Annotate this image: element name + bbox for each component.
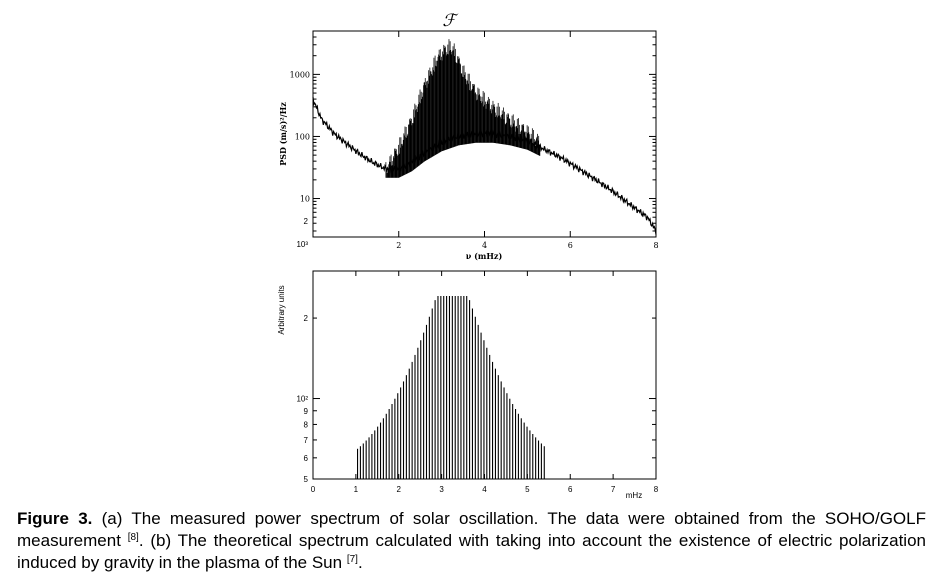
panel-b-ylabel: Arbitrary units bbox=[277, 285, 286, 334]
panel-a-background-line bbox=[312, 96, 657, 235]
panel-b-axes: 0 1 2 3 4 5 6 7 8 5 6 7 8 9 10² 2 10³ 2 bbox=[296, 217, 658, 494]
panel-a-y-tick-label: 1000 bbox=[290, 70, 310, 79]
panel-b-x-tick-label: 4 bbox=[482, 485, 487, 494]
panel-a-x-tick-label: 8 bbox=[653, 241, 658, 250]
panel-b-xlabel: mHz bbox=[626, 491, 642, 500]
panel-b-y-tick-label: 6 bbox=[304, 454, 309, 463]
panel-a-title: ℱ bbox=[442, 11, 459, 31]
panel-b-x-tick-label: 1 bbox=[354, 485, 359, 494]
panel-b-lines bbox=[356, 296, 545, 479]
caption-text-1: (a) The measured power spectrum of solar… bbox=[17, 509, 926, 550]
panel-b-y-tick-label: 2 bbox=[304, 314, 309, 323]
panel-a: ℱ PSD (m/s)²/Hz ν (mHz) 2 4 6 8 10 100 1000 bbox=[278, 11, 659, 261]
caption-label: Figure 3. bbox=[17, 509, 93, 528]
figure-caption: Figure 3. (a) The measured power spectru… bbox=[17, 508, 926, 574]
panel-b-y-tick-label: 5 bbox=[304, 475, 309, 484]
panel-b-y-tick-label: 10³ bbox=[296, 240, 308, 249]
panel-b-x-tick-label: 8 bbox=[654, 485, 659, 494]
caption-text-3: . bbox=[357, 553, 363, 572]
panel-b-x-tick-label: 6 bbox=[568, 485, 573, 494]
panel-b-frame bbox=[312, 270, 657, 480]
panel-b-x-tick-label: 0 bbox=[311, 485, 316, 494]
panel-a-peaks bbox=[385, 39, 541, 178]
panel-b-y-tick-label: 10² bbox=[296, 395, 308, 404]
caption-ref-1: [8] bbox=[127, 532, 139, 543]
panel-a-x-tick-label: 4 bbox=[482, 241, 487, 250]
panel-b-y-tick-label: 8 bbox=[304, 420, 309, 429]
panel-a-xlabel: ν (mHz) bbox=[466, 251, 503, 261]
panel-a-x-tick-label: 6 bbox=[568, 241, 573, 250]
panel-b-x-tick-label: 3 bbox=[439, 485, 444, 494]
panel-b-y-tick-label: 2 bbox=[304, 217, 309, 226]
panel-a-ylabel: PSD (m/s)²/Hz bbox=[278, 102, 288, 166]
panel-b-y-tick-label: 9 bbox=[304, 407, 309, 416]
caption-ref-2: [7] bbox=[346, 554, 358, 565]
panel-a-axes: 2 4 6 8 10 100 1000 bbox=[290, 30, 659, 250]
panel-a-y-tick-label: 10 bbox=[300, 195, 310, 204]
panel-a-x-tick-label: 2 bbox=[396, 241, 401, 250]
panel-b-x-tick-label: 5 bbox=[525, 485, 530, 494]
panel-b: Arbitrary units mHz 0 1 2 3 4 5 6 7 8 5 6 7 8 9 10² 2 10… bbox=[277, 217, 659, 500]
panel-b-x-tick-label: 2 bbox=[397, 485, 402, 494]
panel-b-y-tick-label: 7 bbox=[304, 436, 309, 445]
panel-a-y-tick-label: 100 bbox=[295, 132, 310, 141]
panel-b-x-tick-label: 7 bbox=[611, 485, 616, 494]
caption-text-2: . (b) The theoretical spectrum calculate… bbox=[17, 531, 926, 572]
